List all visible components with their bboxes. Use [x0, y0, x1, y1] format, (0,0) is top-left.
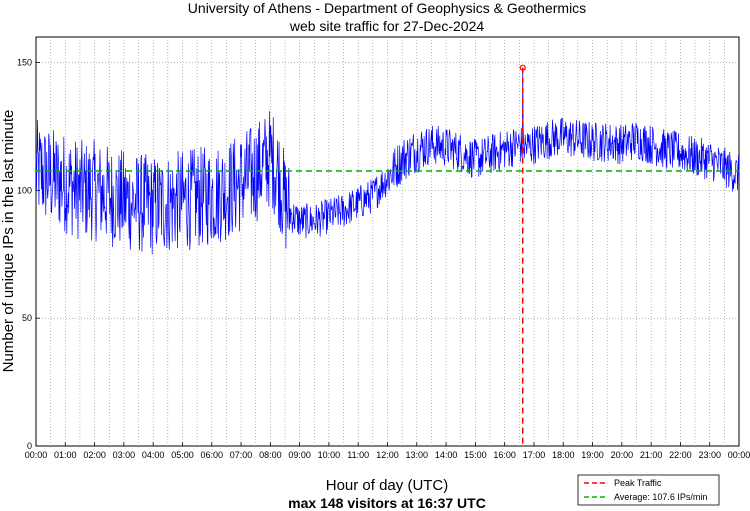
x-tick-label: 09:00 — [288, 450, 311, 460]
x-tick-label: 14:00 — [435, 450, 458, 460]
x-axis-ticks: 00:00 01:00 02:00 03:00 04:00 05:00 06:00 07:00… — [25, 442, 750, 460]
x-tick-label: 15:00 — [464, 450, 487, 460]
x-tick-label: 11:00 — [347, 450, 369, 460]
x-tick-label: 13:00 — [406, 450, 429, 460]
x-tick-label: 04:00 — [142, 450, 165, 460]
x-tick-label: 21:00 — [640, 450, 663, 460]
chart-subtitle: max 148 visitors at 16:37 UTC — [288, 495, 486, 511]
y-axis-label: Number of unique IPs in the last minute — [0, 110, 17, 373]
x-tick-label: 03:00 — [113, 450, 136, 460]
x-tick-label: 20:00 — [611, 450, 634, 460]
x-tick-label: 18:00 — [552, 450, 575, 460]
x-tick-label: 08:00 — [259, 450, 282, 460]
series-layer — [35, 67, 740, 255]
y-tick-label: 50 — [22, 313, 32, 323]
x-axis-label: Hour of day (UTC) — [326, 477, 449, 494]
x-tick-label: 17:00 — [523, 450, 546, 460]
x-tick-label: 22:00 — [669, 450, 692, 460]
y-tick-label: 0 — [27, 441, 32, 451]
x-tick-label: 01:00 — [54, 450, 77, 460]
legend-peak-label: Peak Traffic — [614, 478, 662, 488]
x-tick-label: 19:00 — [581, 450, 604, 460]
legend: Peak Traffic Average: 107.6 IPs/min — [577, 474, 720, 506]
y-tick-label: 150 — [17, 58, 32, 68]
x-tick-label: 02:00 — [83, 450, 106, 460]
legend-box — [577, 474, 720, 506]
x-tick-label: 12:00 — [376, 450, 399, 460]
x-tick-label: 05:00 — [171, 450, 194, 460]
y-tick-label: 100 — [17, 185, 32, 195]
x-tick-label: 06:00 — [200, 450, 223, 460]
chart-title-line2: web site traffic for 27-Dec-2024 — [289, 18, 484, 34]
legend-average-label: Average: 107.6 IPs/min — [614, 492, 707, 502]
grid-lines — [36, 37, 739, 446]
x-tick-label: 00:00 — [728, 450, 750, 460]
x-tick-label: 16:00 — [493, 450, 516, 460]
x-tick-label: 23:00 — [698, 450, 721, 460]
x-tick-label: 10:00 — [318, 450, 341, 460]
chart-title-line1: University of Athens - Department of Geo… — [188, 0, 586, 16]
reference-lines — [36, 64, 739, 446]
peak-marker — [519, 64, 526, 71]
x-tick-label: 07:00 — [230, 450, 253, 460]
series-line-visitors — [35, 67, 740, 255]
x-tick-label: 00:00 — [25, 450, 48, 460]
